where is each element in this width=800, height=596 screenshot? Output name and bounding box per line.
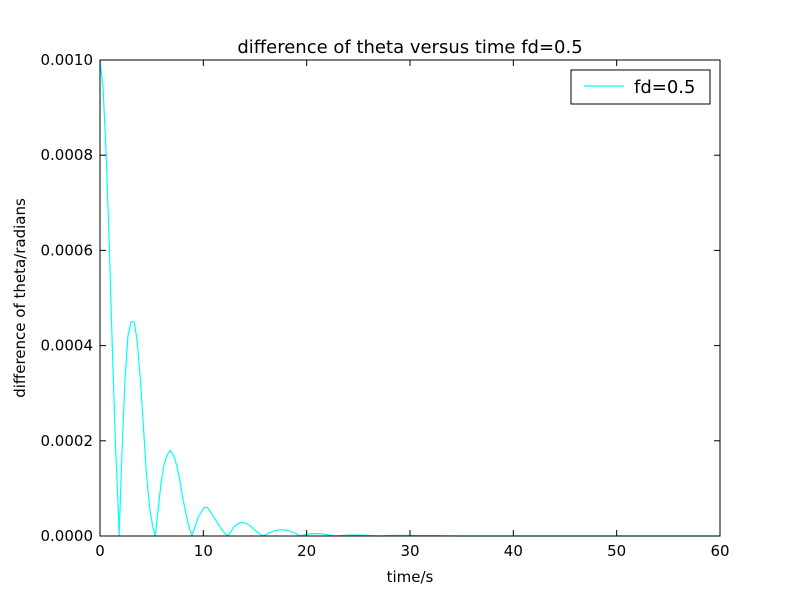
y-axis: 0.0000 0.0002 0.0004 0.0006 0.0008 0.0010 (41, 51, 720, 545)
x-tick-label: 20 (297, 542, 316, 560)
x-tick-label: 30 (400, 542, 419, 560)
y-tick-label: 0.0006 (41, 241, 94, 259)
x-tick-label: 10 (194, 542, 213, 560)
series-line (99, 59, 720, 537)
legend-box (570, 69, 711, 105)
x-tick-label: 0 (95, 542, 105, 560)
legend: fd=0.5 (570, 69, 711, 105)
x-tick-label: 60 (710, 542, 729, 560)
y-axis-label: difference of theta/radians (11, 198, 29, 398)
x-tick-label: 50 (607, 542, 626, 560)
x-tick-label: 40 (504, 542, 523, 560)
chart-title: difference of theta versus time fd=0.5 (237, 37, 582, 58)
y-tick-label: 0.0002 (41, 432, 94, 450)
legend-label: fd=0.5 (634, 77, 695, 98)
y-tick-label: 0.0010 (41, 51, 94, 69)
x-axis: 0 10 20 30 40 50 60 (95, 60, 730, 560)
y-tick-label: 0.0008 (41, 146, 94, 164)
y-tick-label: 0.0000 (41, 527, 94, 545)
x-axis-label: time/s (387, 568, 434, 586)
plot-area (99, 59, 720, 537)
y-tick-label: 0.0004 (41, 337, 94, 355)
